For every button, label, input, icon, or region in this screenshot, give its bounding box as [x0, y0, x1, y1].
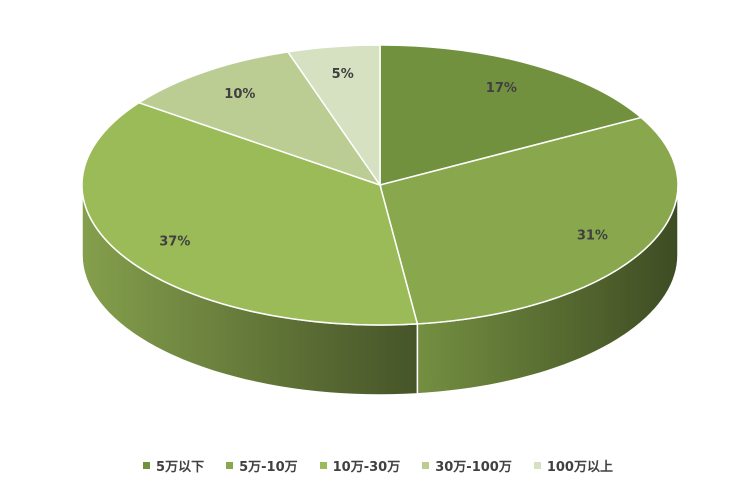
slice: [379, 116, 679, 325]
legend-swatch: [533, 462, 541, 469]
slice: [286, 44, 381, 188]
data-label: 17%: [486, 81, 517, 96]
legend-label: 30万-100万: [435, 460, 512, 475]
legend-label: 10万-30万: [332, 460, 401, 475]
legend-swatch: [143, 462, 151, 469]
legend-item: 30万-100万: [422, 456, 512, 475]
pie-area: 17% 31% 37% 10% 5%: [81, 44, 679, 396]
legend-item: 100万以上: [533, 456, 613, 475]
slice: [379, 44, 643, 186]
data-label: 10%: [224, 87, 255, 102]
slice: [137, 51, 382, 187]
legend-label: 100万以上: [546, 460, 613, 475]
legend-swatch: [226, 462, 234, 469]
legend-swatch: [422, 462, 430, 469]
legend-item: 10万-30万: [319, 456, 401, 475]
legend-label: 5万-10万: [239, 460, 298, 475]
legend-item: 5万以下: [143, 456, 204, 475]
legend-item: 5万-10万: [226, 456, 298, 475]
legend-label: 5万以下: [156, 460, 205, 475]
slice: [81, 101, 419, 326]
legend-swatch: [319, 462, 327, 469]
data-label: 31%: [577, 228, 608, 243]
legend: 5万以下 5万-10万 10万-30万 30万-100万 100万以上: [0, 456, 756, 475]
data-label: 5%: [332, 67, 354, 82]
data-label: 37%: [159, 235, 190, 250]
